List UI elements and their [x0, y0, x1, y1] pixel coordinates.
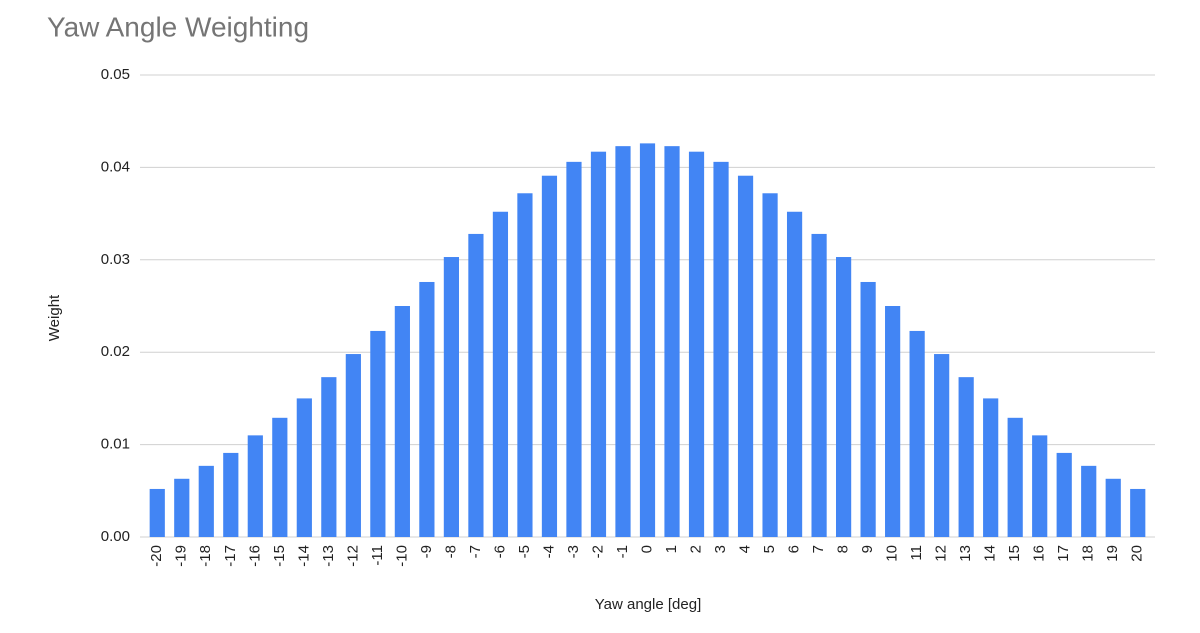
x-tick-label: -20 [148, 545, 165, 567]
bar [1105, 478, 1121, 537]
x-tick-label: 8 [835, 545, 852, 553]
bar [345, 354, 361, 537]
bar [321, 377, 337, 537]
x-tick-label: -8 [442, 545, 459, 558]
x-tick-label: -9 [418, 545, 435, 558]
x-tick-label: -5 [516, 545, 533, 558]
x-tick-label: 20 [1129, 545, 1146, 562]
x-tick-label: 9 [859, 545, 876, 553]
bar [811, 233, 827, 538]
bar [443, 257, 460, 537]
x-tick-label: -14 [295, 545, 312, 567]
y-tick-label: 0.01 [101, 436, 130, 453]
x-tick-label: -19 [173, 545, 190, 567]
x-tick-label: -3 [565, 545, 582, 558]
bar [419, 281, 435, 537]
bar [296, 398, 312, 537]
x-tick-label: 11 [908, 545, 925, 561]
bar [713, 161, 729, 537]
x-tick-label: -11 [369, 545, 386, 566]
y-tick-label: 0.05 [101, 66, 130, 83]
x-tick-label: -18 [197, 545, 214, 567]
bar [909, 330, 925, 537]
bar [272, 417, 288, 537]
bar [1007, 417, 1023, 537]
x-tick-label: -12 [344, 545, 361, 567]
x-tick-label: 12 [933, 545, 950, 562]
bar [762, 193, 778, 537]
x-tick-label: -16 [246, 545, 263, 567]
chart-title: Yaw Angle Weighting [47, 11, 309, 42]
bar [370, 330, 386, 537]
x-tick-label: 13 [957, 545, 974, 562]
x-tick-label: 16 [1031, 545, 1048, 562]
bar [934, 354, 950, 537]
bar [983, 398, 999, 537]
y-axis-label: Weight [46, 294, 63, 341]
x-tick-label: 0 [638, 545, 655, 553]
bar [860, 281, 876, 537]
y-tick-label: 0.00 [101, 528, 130, 545]
x-tick-label: 10 [884, 545, 901, 562]
y-tick-label: 0.04 [101, 158, 130, 175]
bar [492, 211, 509, 537]
bar [468, 233, 484, 538]
x-tick-label: -6 [491, 545, 508, 558]
bar [639, 143, 656, 537]
x-tick-label: 2 [687, 545, 704, 553]
x-tick-label: 7 [810, 545, 827, 553]
bar [835, 257, 852, 537]
bar [786, 211, 803, 537]
y-tick-label: 0.03 [101, 251, 130, 268]
x-tick-label: 5 [761, 545, 778, 553]
bar [885, 306, 901, 537]
x-tick-label: -10 [393, 545, 410, 567]
y-tick-label: 0.02 [101, 343, 130, 360]
x-tick-label: 1 [663, 545, 680, 553]
bar [566, 161, 582, 537]
x-tick-label: -15 [271, 545, 288, 567]
bar [688, 151, 705, 537]
bar [664, 146, 680, 537]
x-tick-label: 19 [1104, 545, 1121, 562]
x-tick-label: 4 [737, 545, 754, 553]
x-tick-label: -17 [222, 545, 239, 567]
bar [1081, 465, 1097, 537]
x-tick-label: -1 [614, 545, 631, 558]
bar [149, 488, 165, 537]
x-tick-label: 18 [1080, 545, 1097, 562]
bar [223, 452, 239, 537]
bar [1056, 452, 1072, 537]
bar [394, 306, 410, 537]
x-tick-label: 6 [786, 545, 803, 553]
bar [1130, 488, 1146, 537]
bar [517, 193, 533, 537]
x-tick-label: 14 [982, 545, 999, 562]
x-tick-label: -13 [320, 545, 337, 567]
bar [737, 175, 754, 537]
x-tick-label: 17 [1055, 545, 1072, 562]
x-tick-label: 3 [712, 545, 729, 553]
x-axis-label: Yaw angle [deg] [595, 596, 701, 613]
bar [615, 146, 631, 537]
x-tick-label: 15 [1006, 545, 1023, 562]
x-tick-label: -7 [467, 545, 484, 558]
bar [958, 377, 974, 537]
bar [198, 465, 214, 537]
bar [541, 175, 558, 537]
bar [247, 435, 263, 537]
x-tick-label: -4 [540, 545, 557, 558]
bar [590, 151, 607, 537]
bar [174, 478, 190, 537]
x-tick-label: -2 [589, 545, 606, 558]
bar [1032, 435, 1048, 537]
